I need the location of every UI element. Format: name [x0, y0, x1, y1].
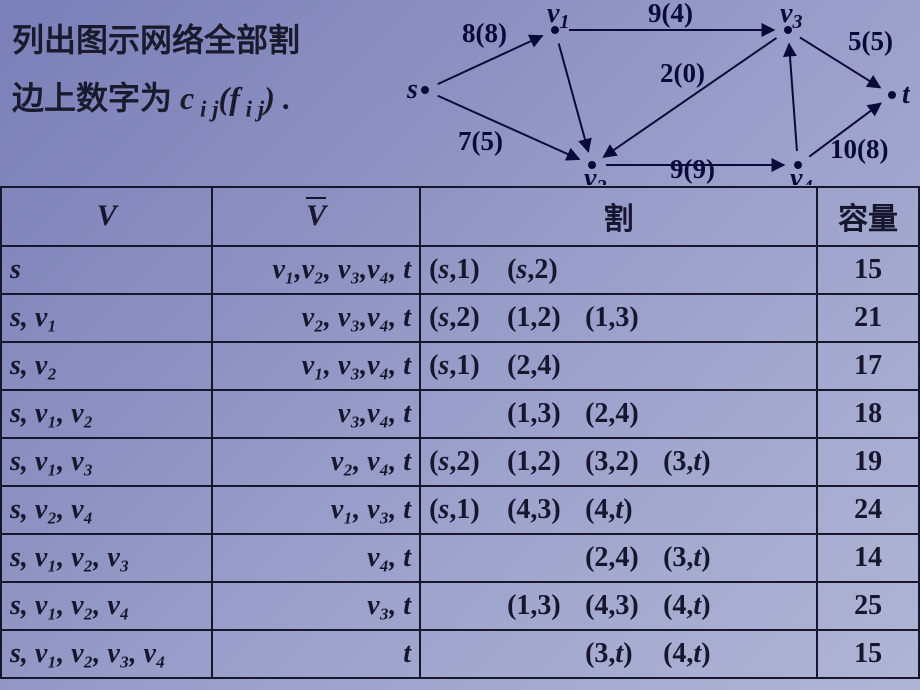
cell-cap: 19	[817, 438, 919, 486]
table-row: s, v₁v₂, v₃,v₄, t(s,2)(1,2)(1,3)21	[1, 294, 919, 342]
node-label-v3: v3	[780, 0, 802, 33]
line2-ij: i j	[194, 95, 218, 121]
line2-open: (	[219, 80, 230, 116]
cell-v: s, v₂	[1, 342, 212, 390]
edge-label-v3-v2: 2(0)	[660, 58, 705, 88]
table-row: s, v₂v₁, v₃,v₄, t(s,1)(2,4)17	[1, 342, 919, 390]
node-s	[421, 86, 429, 94]
cell-cap: 25	[817, 582, 919, 630]
edge-label-v3-t: 5(5)	[848, 26, 893, 56]
network-graph: 8(8) 7(5) 9(4) 2(0) 9(9) 5(5) 10(8) s v1 v2 v3 v4 t	[370, 0, 910, 185]
cell-vbar: v₄, t	[212, 534, 420, 582]
edge-label-v2-v4: 9(9)	[670, 154, 715, 184]
node-label-v2: v2	[584, 163, 606, 185]
cuts-table: V V 割 容量 sv₁,v₂, v₃,v₄, t(s,1)(s,2)15s, …	[0, 186, 920, 679]
table-row: s, v₁, v₂v₃,v₄, t(1,3)(2,4)18	[1, 390, 919, 438]
table-row: sv₁,v₂, v₃,v₄, t(s,1)(s,2)15	[1, 246, 919, 294]
cell-v: s, v₁	[1, 294, 212, 342]
line2-c: c	[180, 80, 194, 116]
header-text: 列出图示网络全部割 边上数字为 c i j(f i j) .	[12, 12, 382, 129]
table-row: s, v₁, v₂, v₃, v₄t(3,t)(4,t)15	[1, 630, 919, 678]
table-row: s, v₁, v₂, v₄v₃, t(1,3)(4,3)(4,t)25	[1, 582, 919, 630]
table-row: s, v₁, v₃v₂, v₄, t(s,2)(1,2)(3,2)(3,t)19	[1, 438, 919, 486]
cell-vbar: v₁,v₂, v₃,v₄, t	[212, 246, 420, 294]
edge-v3-v2	[604, 38, 777, 157]
cell-v: s, v₁, v₂	[1, 390, 212, 438]
cell-v: s, v₁, v₂, v₃, v₄	[1, 630, 212, 678]
cell-cut: (3,t)(4,t)	[420, 630, 817, 678]
cell-v: s, v₁, v₂, v₃	[1, 534, 212, 582]
cell-cap: 15	[817, 246, 919, 294]
cell-vbar: v₂, v₃,v₄, t	[212, 294, 420, 342]
cell-vbar: v₁, v₃, t	[212, 486, 420, 534]
edge-label-s-v2: 7(5)	[458, 126, 503, 156]
cell-vbar: v₂, v₄, t	[212, 438, 420, 486]
header-cut: 割	[420, 187, 817, 246]
header-v: V	[1, 187, 212, 246]
cell-vbar: t	[212, 630, 420, 678]
edge-label-s-v1: 8(8)	[462, 18, 507, 48]
edge-label-v1-v3: 9(4)	[648, 0, 693, 28]
line2-pre: 边上数字为	[12, 80, 180, 116]
cell-v: s, v₁, v₃	[1, 438, 212, 486]
line2-ij2: i j	[240, 95, 264, 121]
cell-vbar: v₃,v₄, t	[212, 390, 420, 438]
line2-suffix: ) .	[264, 80, 291, 116]
cell-vbar: v₁, v₃,v₄, t	[212, 342, 420, 390]
cell-cut: (s,1)(s,2)	[420, 246, 817, 294]
title-line1: 列出图示网络全部割	[12, 12, 382, 70]
table-row: s, v₂, v₄v₁, v₃, t(s,1)(4,3)(4,t)24	[1, 486, 919, 534]
cell-vbar: v₃, t	[212, 582, 420, 630]
edge-label-v4-t: 10(8)	[830, 134, 888, 164]
cell-cut: (1,3)(2,4)	[420, 390, 817, 438]
cell-cap: 17	[817, 342, 919, 390]
header-cap: 容量	[817, 187, 919, 246]
table-header-row: V V 割 容量	[1, 187, 919, 246]
node-label-s: s	[406, 74, 418, 105]
table-row: s, v₁, v₂, v₃v₄, t(2,4)(3,t)14	[1, 534, 919, 582]
node-label-t: t	[902, 79, 910, 110]
cell-cut: (s,2)(1,2)(1,3)	[420, 294, 817, 342]
header-vbar: V	[212, 187, 420, 246]
edge-v1-v2	[559, 44, 589, 152]
cell-cap: 15	[817, 630, 919, 678]
title-line2: 边上数字为 c i j(f i j) .	[12, 70, 382, 130]
edge-v4-v3	[789, 44, 797, 151]
node-t	[888, 91, 896, 99]
line2-f: f	[229, 80, 240, 116]
cell-cap: 24	[817, 486, 919, 534]
node-label-v1: v1	[547, 0, 569, 33]
node-label-v4: v4	[790, 163, 812, 185]
cell-cap: 18	[817, 390, 919, 438]
cell-cut: (2,4)(3,t)	[420, 534, 817, 582]
cell-cap: 14	[817, 534, 919, 582]
cell-cut: (s,1)(2,4)	[420, 342, 817, 390]
cell-cut: (s,1)(4,3)(4,t)	[420, 486, 817, 534]
cell-v: s, v₁, v₂, v₄	[1, 582, 212, 630]
cell-cut: (1,3)(4,3)(4,t)	[420, 582, 817, 630]
cell-cap: 21	[817, 294, 919, 342]
cell-cut: (s,2)(1,2)(3,2)(3,t)	[420, 438, 817, 486]
cell-v: s, v₂, v₄	[1, 486, 212, 534]
cell-v: s	[1, 246, 212, 294]
